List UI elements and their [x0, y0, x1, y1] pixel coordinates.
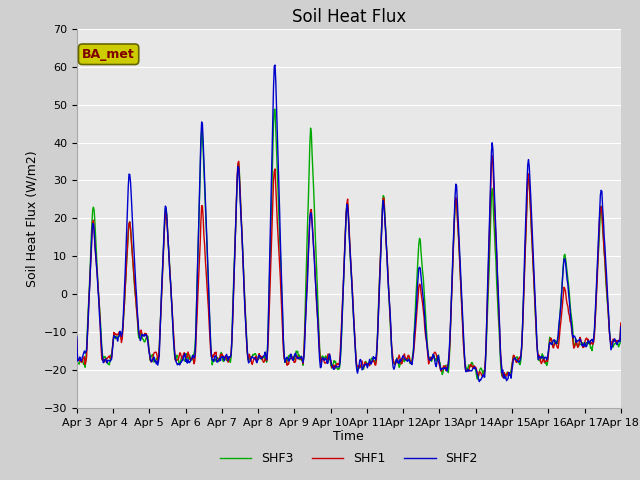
Legend: SHF3, SHF1, SHF2: SHF3, SHF1, SHF2 — [214, 447, 483, 470]
SHF2 — [139, 333, 147, 338]
SHF1 — [499, 374, 507, 380]
SHF3 — [271, 106, 279, 112]
SHF3 — [416, 236, 424, 241]
SHF1 — [617, 320, 625, 326]
SHF3 — [83, 344, 90, 349]
SHF1 — [73, 336, 81, 342]
X-axis label: Time: Time — [333, 431, 364, 444]
SHF1 — [223, 354, 230, 360]
SHF3 — [139, 336, 147, 342]
SHF2 — [194, 252, 202, 257]
SHF3 — [73, 336, 81, 341]
SHF1 — [415, 284, 422, 290]
SHF2 — [476, 379, 483, 384]
SHF3 — [223, 358, 230, 363]
Title: Soil Heat Flux: Soil Heat Flux — [292, 8, 406, 26]
SHF3 — [431, 356, 439, 362]
SHF3 — [194, 253, 202, 259]
SHF1 — [139, 333, 147, 338]
SHF3 — [474, 376, 482, 382]
Line: SHF2: SHF2 — [77, 65, 621, 382]
Y-axis label: Soil Heat Flux (W/m2): Soil Heat Flux (W/m2) — [25, 150, 38, 287]
Line: SHF1: SHF1 — [77, 156, 621, 377]
SHF2 — [83, 347, 90, 353]
SHF1 — [194, 292, 202, 298]
SHF2 — [431, 362, 439, 368]
SHF1 — [488, 153, 496, 158]
SHF3 — [617, 323, 625, 328]
Line: SHF3: SHF3 — [77, 109, 621, 379]
SHF2 — [223, 351, 230, 357]
SHF2 — [73, 334, 81, 339]
Text: BA_met: BA_met — [82, 48, 135, 61]
SHF1 — [83, 353, 90, 359]
SHF2 — [416, 264, 424, 270]
SHF1 — [431, 349, 438, 355]
SHF2 — [271, 62, 279, 68]
SHF2 — [617, 324, 625, 330]
